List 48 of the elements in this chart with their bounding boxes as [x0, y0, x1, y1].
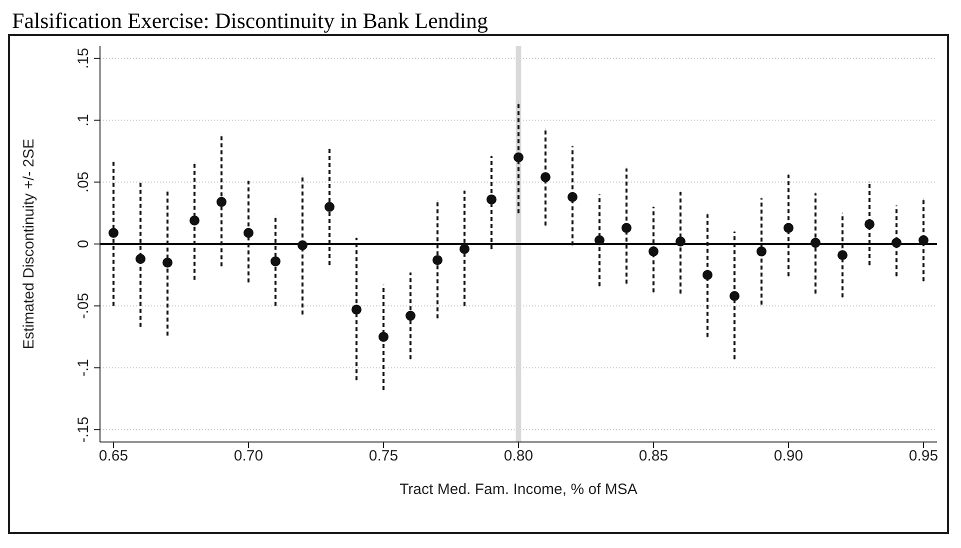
point	[594, 235, 604, 246]
point	[568, 192, 578, 202]
x-tick-label: 0.75	[368, 448, 398, 465]
y-tick-label: -.15	[75, 416, 92, 443]
y-tick-label: .1	[75, 114, 92, 127]
point	[352, 304, 362, 315]
point	[136, 254, 146, 264]
point	[676, 236, 686, 247]
point	[702, 270, 712, 280]
point	[162, 258, 172, 268]
point	[270, 256, 280, 266]
point	[838, 250, 848, 260]
chart-title: Falsification Exercise: Discontinuity in Bank Lending	[11, 8, 489, 34]
point	[648, 246, 658, 256]
y-tick-label: .15	[75, 48, 92, 69]
point	[190, 215, 200, 226]
point	[486, 194, 496, 204]
point	[540, 172, 550, 182]
y-tick-label: .05	[75, 172, 92, 193]
point	[514, 152, 524, 162]
point	[108, 228, 118, 238]
point	[378, 332, 388, 342]
y-tick-label: -.05	[75, 292, 92, 319]
y-tick-label: -.1	[75, 358, 92, 377]
point	[298, 240, 308, 250]
x-tick-label: 0.90	[774, 448, 804, 465]
point	[864, 219, 874, 230]
x-axis-title: Tract Med. Fam. Income, % of MSA	[400, 481, 638, 498]
point	[432, 255, 442, 266]
x-tick-label: 0.85	[638, 448, 668, 465]
x-tick-label: 0.70	[234, 448, 264, 465]
point	[244, 228, 254, 238]
point	[918, 235, 928, 246]
y-axis-title: Estimated Discontinuity +/- 2SE	[20, 138, 38, 350]
point	[730, 290, 740, 301]
point	[406, 310, 416, 321]
y-tick-label: 0	[75, 240, 92, 248]
x-tick-label: 0.65	[98, 448, 128, 465]
point	[460, 244, 470, 254]
point	[756, 246, 766, 256]
point	[216, 196, 226, 207]
point	[810, 238, 820, 248]
point	[892, 238, 902, 248]
point	[784, 222, 794, 233]
point	[622, 222, 632, 233]
x-tick-label: 0.95	[908, 448, 938, 465]
x-tick-label: 0.80	[504, 448, 534, 465]
point	[324, 202, 334, 212]
